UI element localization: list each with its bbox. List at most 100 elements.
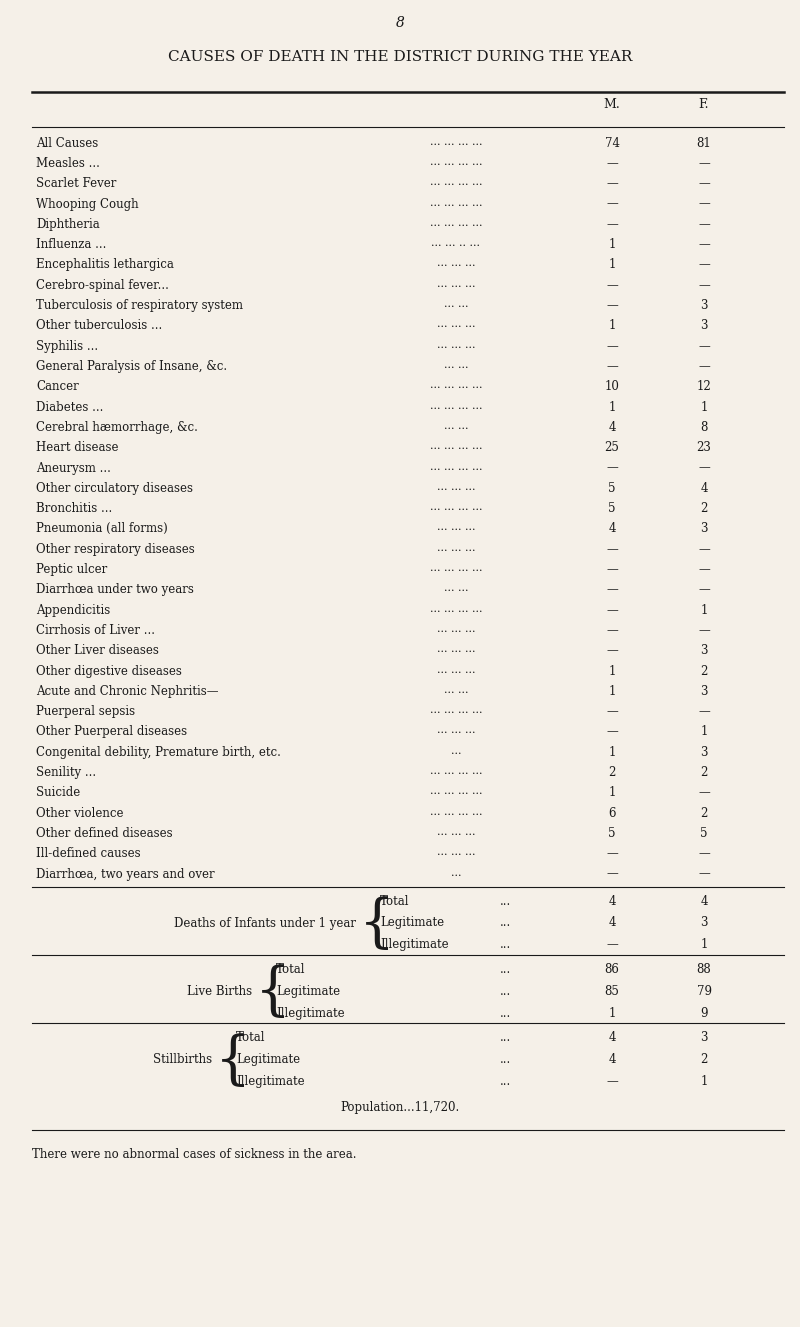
Text: ... ... ...: ... ... ... [437, 340, 475, 350]
Text: 8: 8 [395, 16, 405, 31]
Text: ...: ... [500, 894, 511, 908]
Text: ...: ... [500, 938, 511, 951]
Text: 4: 4 [608, 894, 616, 908]
Text: 74: 74 [605, 137, 619, 150]
Text: 2: 2 [700, 665, 708, 678]
Text: 81: 81 [697, 137, 711, 150]
Text: Measles ...: Measles ... [36, 157, 100, 170]
Text: 3: 3 [700, 320, 708, 332]
Text: —: — [606, 543, 618, 556]
Text: ... ... ... ...: ... ... ... ... [430, 787, 482, 796]
Text: —: — [606, 584, 618, 596]
Text: 4: 4 [700, 894, 708, 908]
Text: —: — [698, 543, 710, 556]
Text: ...: ... [500, 963, 511, 975]
Text: 1: 1 [608, 401, 616, 414]
Text: Cerebro-spinal fever...: Cerebro-spinal fever... [36, 279, 169, 292]
Text: Other circulatory diseases: Other circulatory diseases [36, 482, 193, 495]
Text: Scarlet Fever: Scarlet Fever [36, 178, 116, 190]
Text: 4: 4 [608, 421, 616, 434]
Text: ... ...: ... ... [444, 584, 468, 593]
Text: —: — [606, 340, 618, 353]
Text: —: — [698, 624, 710, 637]
Text: 5: 5 [608, 827, 616, 840]
Text: ... ... ... ...: ... ... ... ... [430, 198, 482, 207]
Text: Congenital debility, Premature birth, etc.: Congenital debility, Premature birth, et… [36, 746, 281, 759]
Text: —: — [606, 938, 618, 951]
Text: —: — [606, 157, 618, 170]
Text: —: — [698, 340, 710, 353]
Text: —: — [606, 705, 618, 718]
Text: ... ... ... ...: ... ... ... ... [430, 157, 482, 167]
Text: 88: 88 [697, 963, 711, 975]
Text: ... ... ... ...: ... ... ... ... [430, 807, 482, 816]
Text: —: — [606, 279, 618, 292]
Text: Diphtheria: Diphtheria [36, 218, 100, 231]
Text: Illegitimate: Illegitimate [236, 1075, 305, 1088]
Text: 6: 6 [608, 807, 616, 820]
Text: ... ... ...: ... ... ... [437, 523, 475, 532]
Text: 4: 4 [608, 1031, 616, 1044]
Text: ... ...: ... ... [444, 360, 468, 370]
Text: Population...11,720.: Population...11,720. [340, 1101, 460, 1115]
Text: 2: 2 [700, 807, 708, 820]
Text: Senility ...: Senility ... [36, 766, 96, 779]
Text: 9: 9 [700, 1007, 708, 1020]
Text: ...: ... [500, 1007, 511, 1020]
Text: —: — [606, 218, 618, 231]
Text: —: — [606, 726, 618, 738]
Text: 4: 4 [608, 1054, 616, 1067]
Text: ... ...: ... ... [444, 421, 468, 431]
Text: —: — [698, 847, 710, 860]
Text: {: { [358, 897, 394, 953]
Text: Illegitimate: Illegitimate [380, 938, 449, 951]
Text: 23: 23 [697, 441, 711, 454]
Text: ... ... ...: ... ... ... [437, 279, 475, 289]
Text: 1: 1 [700, 726, 708, 738]
Text: 5: 5 [700, 827, 708, 840]
Text: 3: 3 [700, 644, 708, 657]
Text: ...: ... [500, 1075, 511, 1088]
Text: Illegitimate: Illegitimate [276, 1007, 345, 1020]
Text: ... ... ... ...: ... ... ... ... [430, 441, 482, 451]
Text: 3: 3 [700, 685, 708, 698]
Text: —: — [606, 360, 618, 373]
Text: F.: F. [698, 98, 710, 111]
Text: Diarrhœa, two years and over: Diarrhœa, two years and over [36, 868, 214, 881]
Text: Peptic ulcer: Peptic ulcer [36, 563, 107, 576]
Text: —: — [606, 1075, 618, 1088]
Text: ...: ... [500, 985, 511, 998]
Text: ... ... ...: ... ... ... [437, 624, 475, 634]
Text: ... ... ... ...: ... ... ... ... [430, 705, 482, 715]
Text: 12: 12 [697, 381, 711, 393]
Text: 3: 3 [700, 917, 708, 929]
Text: Diabetes ...: Diabetes ... [36, 401, 103, 414]
Text: 1: 1 [608, 320, 616, 332]
Text: —: — [698, 279, 710, 292]
Text: 1: 1 [608, 665, 616, 678]
Text: —: — [698, 218, 710, 231]
Text: 2: 2 [700, 502, 708, 515]
Text: Syphilis ...: Syphilis ... [36, 340, 98, 353]
Text: ... ... ...: ... ... ... [437, 482, 475, 492]
Text: 1: 1 [700, 401, 708, 414]
Text: Ill-defined causes: Ill-defined causes [36, 847, 141, 860]
Text: Total: Total [380, 894, 410, 908]
Text: General Paralysis of Insane, &c.: General Paralysis of Insane, &c. [36, 360, 227, 373]
Text: ... ... ... ...: ... ... ... ... [430, 218, 482, 228]
Text: Other respiratory diseases: Other respiratory diseases [36, 543, 194, 556]
Text: ...: ... [500, 917, 511, 929]
Text: —: — [606, 644, 618, 657]
Text: ... ... ... ...: ... ... ... ... [430, 502, 482, 512]
Text: —: — [606, 198, 618, 211]
Text: Other Puerperal diseases: Other Puerperal diseases [36, 726, 187, 738]
Text: M.: M. [604, 98, 620, 111]
Text: Encephalitis lethargica: Encephalitis lethargica [36, 259, 174, 272]
Text: ... ... ...: ... ... ... [437, 847, 475, 857]
Text: Tuberculosis of respiratory system: Tuberculosis of respiratory system [36, 299, 243, 312]
Text: Legitimate: Legitimate [380, 917, 444, 929]
Text: —: — [698, 259, 710, 272]
Text: 2: 2 [608, 766, 616, 779]
Text: Pneumonia (all forms): Pneumonia (all forms) [36, 523, 168, 535]
Text: —: — [698, 360, 710, 373]
